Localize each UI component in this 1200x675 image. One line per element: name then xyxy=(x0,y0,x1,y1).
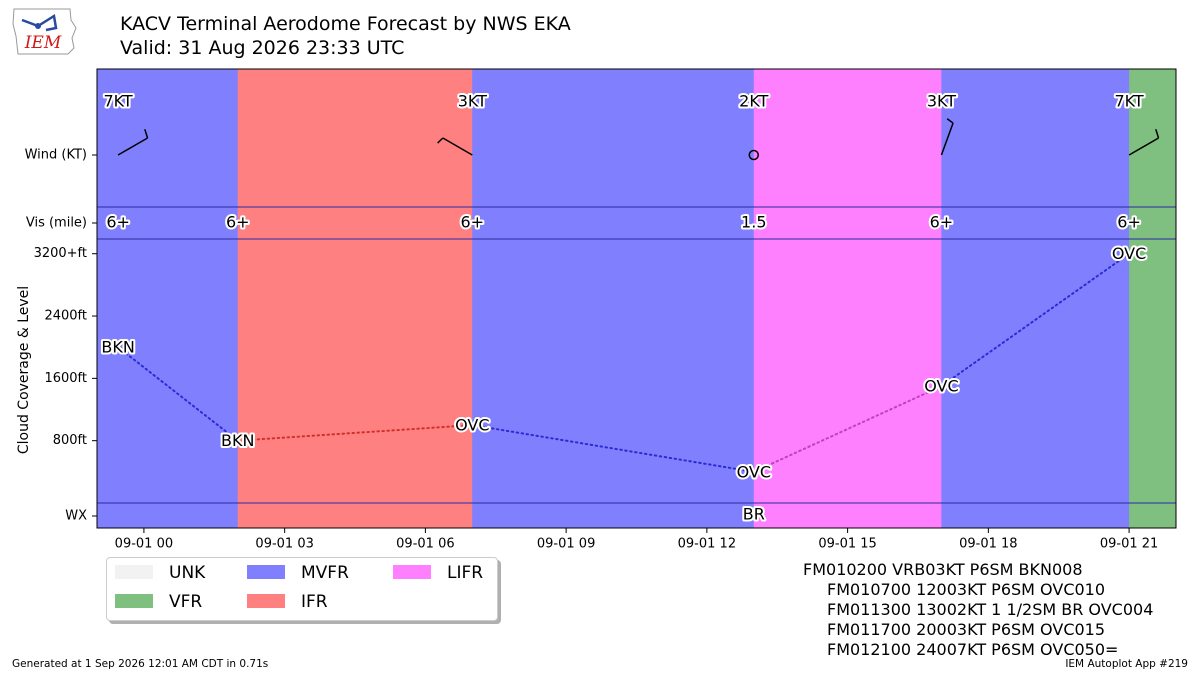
wind-barb-shaft xyxy=(1128,137,1159,156)
app-credit: IEM Autoplot App #219 xyxy=(1065,658,1188,670)
taf-line: FM012100 24007KT P6SM OVC050= xyxy=(827,640,1119,659)
wind-speed-label: 3KT xyxy=(458,92,487,111)
raw-taf-text: FM010200 VRB03KT P6SM BKN008 FM010700 120… xyxy=(803,560,1153,660)
category-band-ifr xyxy=(237,69,473,528)
calm-wind-circle xyxy=(748,149,760,161)
taf-line: FM010200 VRB03KT P6SM BKN008 xyxy=(803,560,1083,579)
taf-line: FM011700 20003KT P6SM OVC015 xyxy=(827,620,1106,639)
wind-barb-flag xyxy=(946,118,954,124)
y-tick-label: 3200+ft xyxy=(34,246,87,261)
x-tick-label: 09-01 06 xyxy=(396,537,454,552)
visibility-label: 6+ xyxy=(1117,213,1141,232)
weather-label: BR xyxy=(743,505,765,524)
legend-item-mvfr: MVFR xyxy=(247,563,349,583)
y-axis-label: Cloud Coverage & Level xyxy=(16,286,32,454)
chart-subtitle: Valid: 31 Aug 2026 23:33 UTC xyxy=(120,37,405,59)
wind-barb-flag xyxy=(144,128,149,139)
cloud-cover-label: OVC xyxy=(455,416,489,435)
wind-barb-shaft xyxy=(940,122,954,156)
x-tick-label: 09-01 00 xyxy=(115,537,173,552)
x-tick-label: 09-01 18 xyxy=(959,537,1017,552)
x-tick-label: 09-01 03 xyxy=(255,537,313,552)
taf-line: FM010700 12003KT P6SM OVC010 xyxy=(827,580,1106,599)
flight-category-legend: UNK VFR MVFR IFR LIFR xyxy=(106,557,498,621)
legend-swatch-lifr xyxy=(393,565,431,579)
wind-speed-label: 3KT xyxy=(927,92,956,111)
wind-barb xyxy=(940,118,954,156)
legend-item-lifr: LIFR xyxy=(393,563,483,583)
cloud-level-line xyxy=(236,424,474,442)
cloud-level-line xyxy=(117,346,239,442)
visibility-label: 6+ xyxy=(461,213,485,232)
cloud-level-line xyxy=(752,385,943,473)
wx-row-label: WX xyxy=(65,509,87,524)
legend-item-vfr: VFR xyxy=(115,592,202,612)
category-band-vfr xyxy=(1129,69,1176,528)
category-band-mvfr xyxy=(941,69,1130,528)
visibility-label: 6+ xyxy=(106,213,130,232)
visibility-label: 6+ xyxy=(226,213,250,232)
cloud-level-line xyxy=(940,252,1131,388)
legend-swatch-unk xyxy=(115,565,153,579)
x-tick-label: 09-01 21 xyxy=(1100,537,1158,552)
category-band-mvfr xyxy=(118,69,238,528)
cloud-cover-label: BKN xyxy=(101,338,134,357)
logo-text: IEM xyxy=(24,33,62,53)
x-tick-label: 09-01 15 xyxy=(818,537,876,552)
wind-barb-flag xyxy=(437,137,444,144)
wind-speed-label: 2KT xyxy=(739,92,768,111)
wind-barb-shaft xyxy=(117,137,148,156)
y-tick-label: 2400ft xyxy=(44,309,87,324)
y-tick-label: 800ft xyxy=(53,433,87,448)
legend-swatch-vfr xyxy=(115,594,153,608)
iem-logo: IEM xyxy=(12,8,77,55)
x-tick-label: 09-01 09 xyxy=(537,537,595,552)
taf-line: FM011300 13002KT 1 1/2SM BR OVC004 xyxy=(827,600,1154,619)
cloud-cover-label: OVC xyxy=(737,462,771,481)
category-band-mvfr xyxy=(472,69,754,528)
legend-item-ifr: IFR xyxy=(247,592,328,612)
legend-swatch-ifr xyxy=(247,594,285,608)
wind-speed-label: 7KT xyxy=(1114,92,1143,111)
legend-swatch-mvfr xyxy=(247,565,285,579)
vis-row-label: Vis (mile) xyxy=(26,216,87,231)
wind-barb-flag xyxy=(1155,128,1160,139)
category-band-lifr xyxy=(753,69,942,528)
wind-barb xyxy=(1128,128,1160,156)
visibility-label: 1.5 xyxy=(741,213,766,232)
legend-item-unk: UNK xyxy=(115,563,205,583)
cloud-cover-label: OVC xyxy=(1112,244,1146,263)
wind-row-label: Wind (KT) xyxy=(25,148,87,163)
y-tick-label: 1600ft xyxy=(44,371,87,386)
wind-barb xyxy=(117,128,149,156)
plot-frame xyxy=(96,68,1177,529)
cloud-cover-label: BKN xyxy=(221,431,254,450)
cloud-cover-label: OVC xyxy=(924,377,958,396)
x-tick-label: 09-01 12 xyxy=(678,537,736,552)
generated-timestamp: Generated at 1 Sep 2026 12:01 AM CDT in … xyxy=(12,658,269,670)
visibility-label: 6+ xyxy=(930,213,954,232)
wind-barb xyxy=(437,137,473,156)
wind-barb-shaft xyxy=(442,137,473,156)
chart-title: KACV Terminal Aerodome Forecast by NWS E… xyxy=(120,13,571,35)
wind-speed-label: 7KT xyxy=(104,92,133,111)
